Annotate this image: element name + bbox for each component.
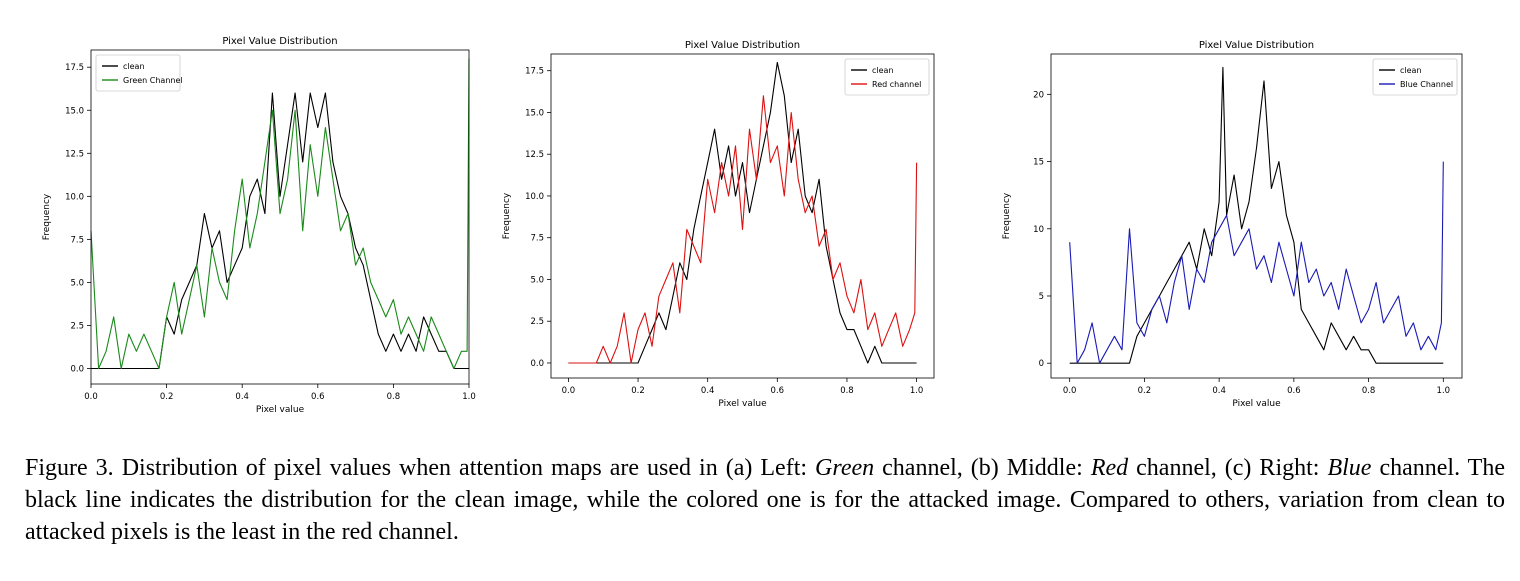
caption-part-4: channel. The black line indicates the di… bbox=[25, 455, 1505, 545]
chart-title: Pixel Value Distribution bbox=[222, 36, 337, 47]
legend-box bbox=[1372, 58, 1458, 96]
y-tick-label: 15.0 bbox=[65, 106, 84, 116]
legend-label-1: Green Channel bbox=[123, 76, 183, 85]
legend-label-1: Red channel bbox=[872, 80, 921, 89]
figure-caption: Figure 3. Distribution of pixel values w… bbox=[25, 452, 1505, 548]
plot-frame bbox=[90, 49, 470, 385]
y-tick-label: 10 bbox=[1033, 225, 1044, 235]
y-tick-label: 7.5 bbox=[70, 235, 84, 245]
x-axis-label: Pixel value bbox=[718, 399, 767, 409]
x-tick-label: 0.8 bbox=[1362, 386, 1376, 396]
y-tick-label: 10.0 bbox=[65, 192, 84, 202]
x-tick-label: 0.8 bbox=[387, 392, 401, 402]
x-tick-label: 0.2 bbox=[1138, 386, 1152, 396]
y-tick-label: 15 bbox=[1033, 158, 1044, 168]
x-axis-label: Pixel value bbox=[1232, 399, 1281, 409]
x-tick-label: 0.0 bbox=[1063, 386, 1077, 396]
y-tick-label: 17.5 bbox=[525, 67, 544, 77]
caption-italic-blue: Blue bbox=[1327, 455, 1372, 481]
caption-italic-green: Green bbox=[815, 455, 875, 481]
x-tick-label: 0.4 bbox=[235, 392, 249, 402]
chart-panel-red: Pixel Value Distribution 0.0 0.2 0.4 0.6 0.8 1… bbox=[502, 30, 960, 425]
y-tick-label: 0.0 bbox=[530, 359, 544, 369]
x-tick-label: 0.2 bbox=[631, 386, 645, 396]
y-tick-label: 5.0 bbox=[70, 278, 84, 288]
legend: clean Green Channel bbox=[95, 54, 183, 92]
y-tick-label: 2.5 bbox=[70, 321, 84, 331]
chart-title: Pixel Value Distribution bbox=[685, 40, 800, 51]
x-tick-label: 0.6 bbox=[1287, 386, 1301, 396]
legend-box bbox=[95, 54, 181, 92]
caption-part-1: Figure 3. Distribution of pixel values w… bbox=[25, 455, 816, 481]
legend-label-0: clean bbox=[872, 66, 894, 75]
y-tick-label: 10.0 bbox=[525, 192, 544, 202]
series-line-1 bbox=[1069, 161, 1444, 364]
x-tick-label: 1.0 bbox=[462, 392, 476, 402]
legend: clean Red channel bbox=[844, 58, 930, 96]
chart-red-svg: Pixel Value Distribution 0.0 0.2 0.4 0.6 0.8 1… bbox=[502, 40, 935, 409]
y-tick-label: 12.5 bbox=[65, 149, 84, 159]
x-tick-label: 0.2 bbox=[160, 392, 174, 402]
caption-part-2: channel, (b) Middle: bbox=[874, 455, 1091, 481]
series-line-0 bbox=[568, 61, 917, 364]
x-tick-label: 1.0 bbox=[1437, 386, 1451, 396]
series-line-0 bbox=[1069, 66, 1444, 364]
legend: clean Blue Channel bbox=[1372, 58, 1458, 96]
x-tick-label: 0.8 bbox=[840, 386, 854, 396]
y-tick-label: 7.5 bbox=[530, 234, 544, 244]
x-tick-label: 0.4 bbox=[701, 386, 715, 396]
y-axis-label: Frequency bbox=[1002, 192, 1012, 239]
chart-panel-blue: Pixel Value Distribution 0.0 0.2 0.4 0.6 0.8 1… bbox=[1002, 30, 1463, 425]
plot-frame bbox=[550, 53, 935, 379]
x-axis-label: Pixel value bbox=[256, 405, 305, 415]
chart-panel-green: Pixel Value Distribution 0.0 0.2 0.4 0.6 0.8 1… bbox=[40, 30, 490, 425]
caption-italic-red: Red bbox=[1090, 455, 1129, 481]
legend-label-0: clean bbox=[123, 62, 145, 71]
legend-label-1: Blue Channel bbox=[1400, 80, 1453, 89]
y-axis-label: Frequency bbox=[502, 192, 512, 239]
y-tick-label: 17.5 bbox=[65, 63, 84, 73]
y-tick-label: 12.5 bbox=[525, 150, 544, 160]
legend-label-0: clean bbox=[1400, 66, 1422, 75]
x-tick-label: 0.6 bbox=[311, 392, 325, 402]
x-tick-label: 0.0 bbox=[84, 392, 98, 402]
y-tick-label: 20 bbox=[1033, 90, 1044, 100]
y-tick-label: 2.5 bbox=[530, 317, 544, 327]
chart-blue-svg: Pixel Value Distribution 0.0 0.2 0.4 0.6 0.8 1… bbox=[1002, 40, 1463, 409]
x-tick-label: 0.6 bbox=[771, 386, 785, 396]
series-line-0 bbox=[91, 92, 469, 370]
plot-frame bbox=[1050, 53, 1463, 379]
y-tick-label: 15.0 bbox=[525, 108, 544, 118]
legend-box bbox=[844, 58, 930, 96]
chart-title: Pixel Value Distribution bbox=[1199, 40, 1314, 51]
y-tick-label: 0.0 bbox=[70, 365, 84, 375]
caption-part-3: channel, (c) Right: bbox=[1128, 455, 1328, 481]
series-line-1 bbox=[568, 95, 918, 364]
y-axis-label: Frequency bbox=[42, 193, 52, 240]
series-line-1 bbox=[90, 58, 470, 370]
y-tick-label: 0 bbox=[1039, 359, 1044, 369]
x-tick-label: 0.4 bbox=[1212, 386, 1226, 396]
y-tick-label: 5 bbox=[1039, 292, 1044, 302]
y-tick-label: 5.0 bbox=[530, 275, 544, 285]
chart-green-svg: Pixel Value Distribution 0.0 0.2 0.4 0.6 0.8 1… bbox=[42, 36, 476, 415]
x-tick-label: 1.0 bbox=[910, 386, 924, 396]
x-tick-label: 0.0 bbox=[562, 386, 576, 396]
